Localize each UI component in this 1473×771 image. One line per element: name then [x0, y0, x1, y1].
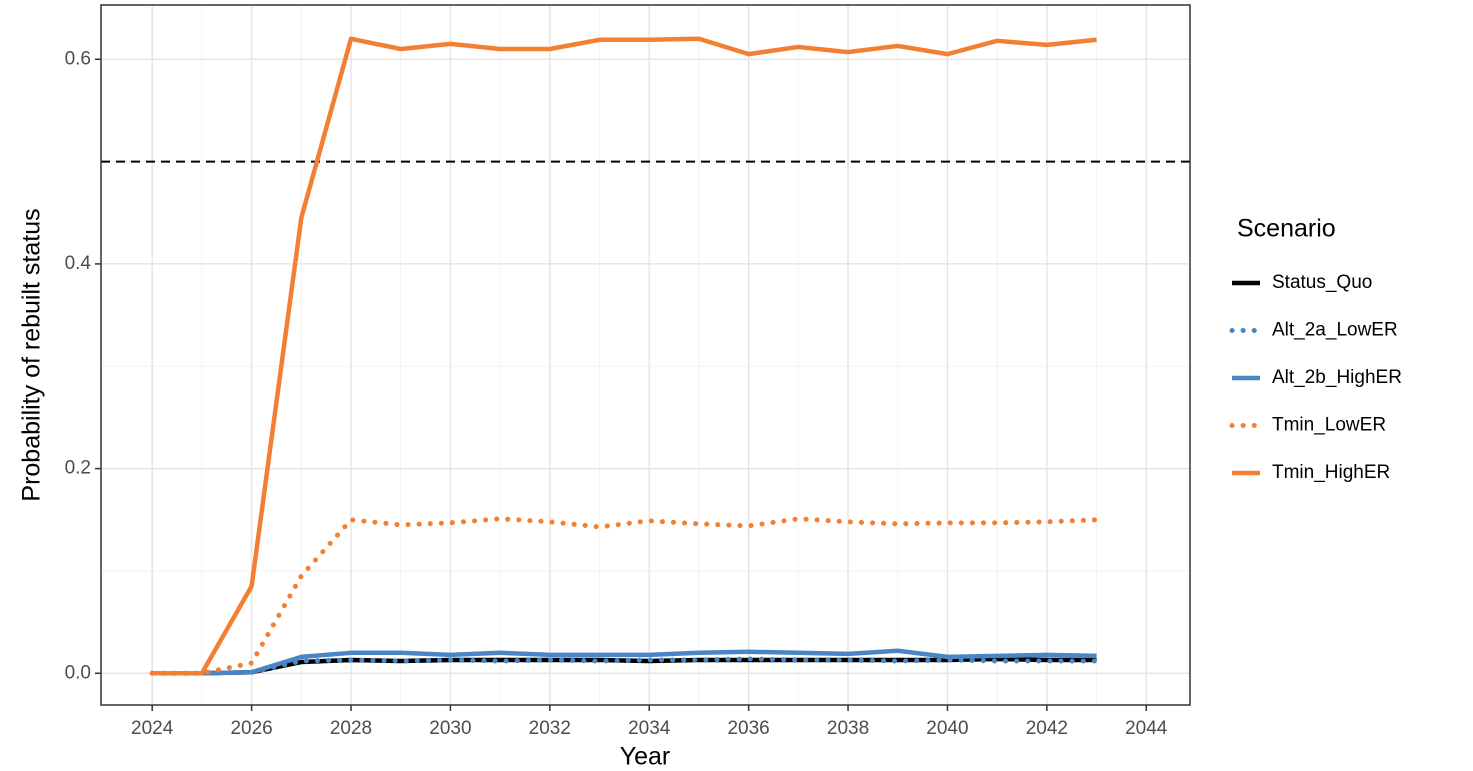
x-tick-label: 2038	[827, 718, 869, 739]
x-tick-label: 2024	[131, 718, 174, 739]
series-line	[152, 36, 1097, 676]
y-tick-label: 0.6	[65, 48, 91, 69]
x-tick-label: 2044	[1125, 718, 1168, 739]
x-axis-title: Year	[620, 743, 671, 771]
x-tick-label: 2040	[926, 718, 968, 739]
x-tick-label: 2030	[429, 718, 471, 739]
legend-label: Alt_2a_LowER	[1272, 320, 1398, 341]
y-axis-title: Probability of rebuilt status	[18, 208, 46, 501]
legend-label: Status_Quo	[1272, 272, 1372, 293]
x-tick-label: 2028	[330, 718, 372, 739]
series-line	[149, 656, 1100, 676]
y-tick-label: 0.0	[65, 662, 91, 683]
y-tick-label: 0.4	[65, 253, 92, 274]
plot-border	[100, 4, 1191, 706]
y-tick-label: 0.2	[65, 458, 91, 479]
series-line	[152, 648, 1097, 676]
x-tick-label: 2026	[230, 718, 272, 739]
legend-title: Scenario	[1237, 215, 1336, 243]
legend-label: Alt_2b_HighER	[1272, 367, 1402, 388]
x-tick-label: 2042	[1026, 718, 1068, 739]
x-tick-label: 2034	[628, 718, 671, 739]
series-line	[149, 516, 1100, 676]
x-tick-label: 2036	[727, 718, 769, 739]
x-tick-label: 2032	[529, 718, 571, 739]
legend-label: Tmin_HighER	[1272, 462, 1390, 483]
legend-label: Tmin_LowER	[1272, 415, 1386, 436]
